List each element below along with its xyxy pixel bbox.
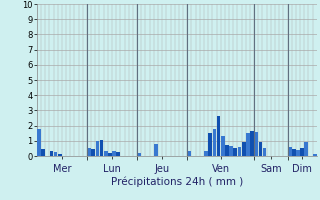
Bar [108,153,112,156]
Bar [58,154,62,156]
Bar [292,149,296,156]
Bar [104,151,108,156]
Bar [296,150,300,156]
Bar [250,131,254,156]
Bar [154,144,158,156]
Bar [91,149,95,156]
Bar [246,133,250,156]
Bar [204,151,208,156]
Bar [100,140,103,156]
Bar [116,152,120,156]
Bar [212,129,216,156]
X-axis label: Précipitations 24h ( mm ): Précipitations 24h ( mm ) [111,176,243,187]
Bar [50,151,53,156]
Bar [112,151,116,156]
Bar [221,136,225,156]
Bar [87,148,91,156]
Bar [137,153,141,156]
Bar [313,154,316,156]
Bar [259,142,262,156]
Bar [238,147,241,156]
Bar [95,141,99,156]
Bar [254,132,258,156]
Bar [300,148,304,156]
Bar [188,151,191,156]
Bar [41,149,45,156]
Bar [225,145,229,156]
Bar [37,129,41,156]
Bar [208,133,212,156]
Bar [229,146,233,156]
Bar [54,152,58,156]
Bar [217,116,220,156]
Bar [263,148,267,156]
Bar [233,148,237,156]
Bar [242,142,245,156]
Bar [288,147,292,156]
Bar [304,142,308,156]
